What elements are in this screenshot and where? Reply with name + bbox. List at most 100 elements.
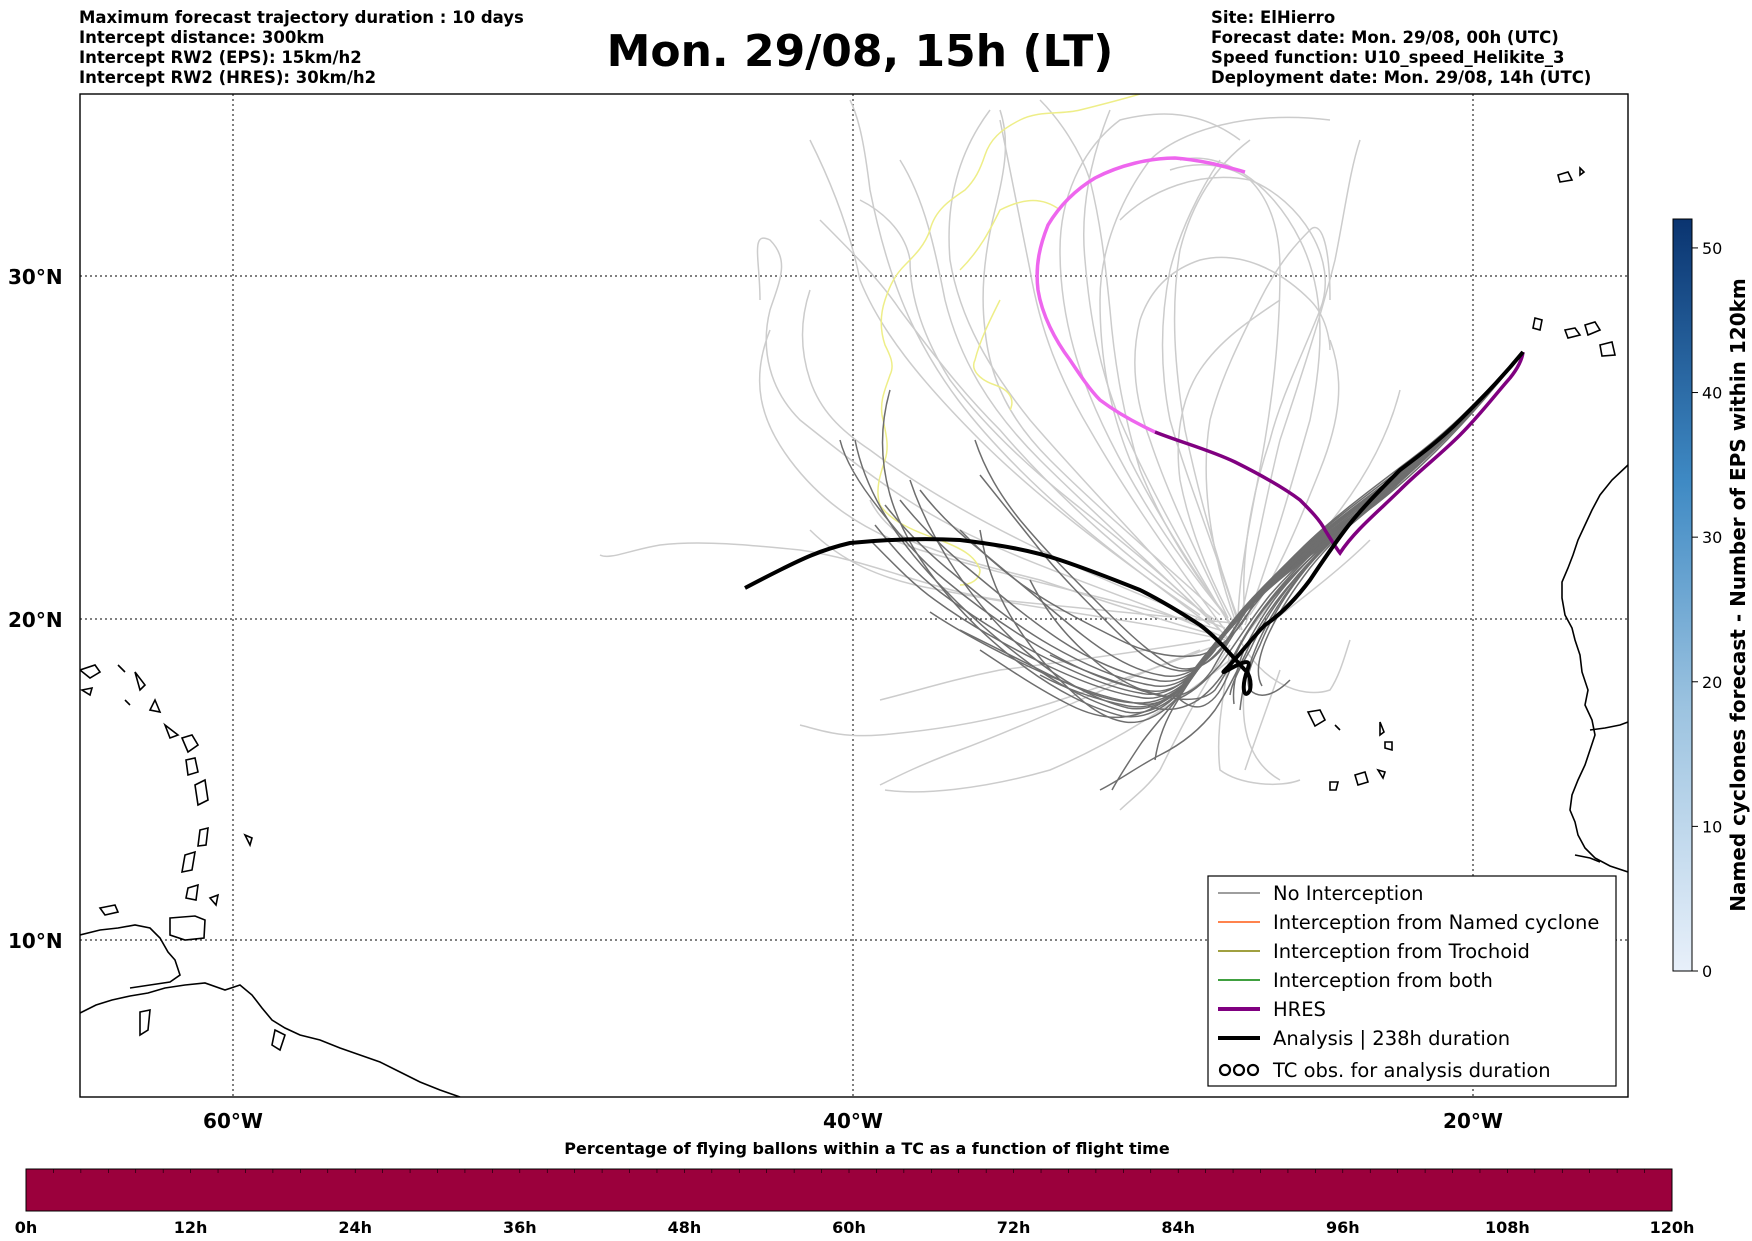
coast-africa-detail (1574, 721, 1628, 863)
coast-caribbean-north (80, 664, 180, 740)
no-interception-track (1029, 351, 1524, 697)
lon-label: 20°W (1443, 1109, 1503, 1133)
no-interception-track (874, 351, 1524, 695)
bottom-bar-fill (25, 1168, 1673, 1212)
no-interception-track (854, 351, 1524, 714)
no-interception-track (869, 351, 1524, 699)
legend-label: Analysis | 238h duration (1273, 1027, 1510, 1050)
ensemble-track-light (1205, 226, 1331, 621)
cyclone-colorbar: 0 10 20 30 40 50 Named cyclones forecast - Nu… (1672, 218, 1750, 981)
coast-west-africa (1561, 464, 1628, 873)
ensemble-track-light (1082, 109, 1231, 626)
header-left-line: Intercept RW2 (HRES): 30km/h2 (79, 68, 377, 87)
yellow-track (877, 94, 1141, 586)
bottom-bar-tick-label: 12h (174, 1218, 208, 1237)
hres-track-segment (1035, 156, 1246, 434)
bottom-bar-tick-label: 120h (1650, 1218, 1695, 1237)
tc-percentage-bar: Percentage of flying ballons within a TC… (15, 1139, 1695, 1237)
ensemble-track-light (1179, 157, 1321, 626)
ensemble-track-light (801, 289, 1226, 629)
lat-label: 10°N (8, 929, 63, 953)
bottom-bar-title: Percentage of flying ballons within a TC… (564, 1139, 1170, 1158)
ensemble-track-light (948, 109, 1221, 631)
bottom-bar-tick-label: 24h (338, 1218, 372, 1237)
bottom-bar-tick-label: 96h (1326, 1218, 1360, 1237)
lon-label: 60°W (203, 1109, 263, 1133)
coast-caribbean-chain (180, 734, 253, 907)
tc-symbol-icon (1218, 1063, 1260, 1077)
lon-label: 40°W (823, 1109, 883, 1133)
ensemble-track-light (1161, 159, 1241, 631)
yellow-ensemble-track (973, 299, 1013, 411)
ensemble-track-light (599, 542, 1244, 625)
ensemble-track-light (982, 109, 1221, 616)
coast-island (139, 1009, 151, 1037)
ensemble-track-light (879, 649, 1201, 786)
ensemble-track-light (1244, 669, 1281, 771)
ensemble-track-light (1039, 99, 1229, 619)
coast-island (271, 1028, 286, 1052)
yellow-ensemble-track (877, 94, 1141, 586)
bottom-bar-tick-label: 36h (503, 1218, 537, 1237)
coast-island (98, 904, 120, 916)
analysis-track (744, 350, 1525, 696)
map-frame (79, 93, 1629, 1098)
bottom-bar-tick-label: 60h (832, 1218, 866, 1237)
colorbar-tick-label: 10 (1702, 817, 1722, 836)
ensemble-track-light (1173, 139, 1251, 631)
colorbar-ticks: 0 10 20 30 40 50 (1692, 239, 1722, 981)
ensemble-track-light (1239, 139, 1361, 621)
ensemble-track-light (1217, 649, 1301, 786)
no-interception-track (974, 351, 1524, 670)
ensemble-track-light (809, 139, 1201, 616)
map-title: Mon. 29/08, 15h (LT) (606, 26, 1114, 77)
coast-trinidad (169, 915, 206, 941)
legend-label: HRES (1273, 998, 1326, 1021)
legend-box (1207, 875, 1617, 1087)
ensemble-track-light (1169, 164, 1281, 619)
colorbar-tick-label: 50 (1702, 239, 1722, 258)
ensemble-track-light (756, 237, 1231, 641)
ensemble-track-light (819, 219, 1216, 621)
ensemble-track-light (809, 529, 1226, 641)
bottom-bar-ticks: 0h 12h 24h 36h 48h 60h 72h 84h 96h 108h 120h (15, 1169, 1695, 1237)
bottom-bar-tick-label: 0h (15, 1218, 38, 1237)
header-info-left: Maximum forecast trajectory duration : 1… (79, 8, 524, 88)
bottom-bar-tick-label: 48h (668, 1218, 702, 1237)
no-interception-track (1239, 351, 1524, 711)
ensemble-track-light (849, 99, 1211, 626)
hres-track (1154, 351, 1525, 556)
ensemble-track-light (799, 639, 1231, 737)
ensemble-track-light (1119, 644, 1231, 811)
header-right-line: Forecast date: Mon. 29/08, 00h (UTC) (1211, 28, 1559, 47)
bottom-bar-tick-label: 72h (997, 1218, 1031, 1237)
map-area (80, 94, 1628, 1097)
colorbar-tick-label: 30 (1702, 528, 1722, 547)
ensemble-track-light (1177, 299, 1281, 626)
lat-label: 30°N (8, 265, 63, 289)
colorbar-tick-label: 20 (1702, 673, 1722, 692)
header-left-line: Maximum forecast trajectory duration : 1… (79, 8, 524, 27)
header-right-line: Deployment date: Mon. 29/08, 14h (UTC) (1211, 68, 1592, 87)
coast-venezuela (80, 924, 181, 989)
ensemble-track-light (758, 329, 1221, 631)
legend-label: Interception from both (1273, 969, 1493, 992)
header-left-line: Intercept RW2 (EPS): 15km/h2 (79, 48, 362, 67)
light-ensemble-tracks (599, 99, 1401, 811)
legend-label: Interception from Named cyclone (1273, 911, 1599, 934)
yellow-ensemble-track (959, 199, 1061, 271)
coast-madeira (1557, 166, 1586, 183)
ensemble-track-light (859, 199, 1216, 626)
legend: No Interception Interception from Named … (1207, 875, 1617, 1087)
legend-label: TC obs. for analysis duration (1272, 1059, 1551, 1082)
no-interception-track (1257, 351, 1524, 687)
colorbar-tick-label: 0 (1702, 962, 1712, 981)
header-right-line: Site: ElHierro (1211, 8, 1336, 27)
coast-cape-verde (1306, 709, 1393, 791)
lat-label: 20°N (8, 608, 63, 632)
no-interception-track (1247, 351, 1524, 696)
coast-south-america (80, 982, 461, 1097)
header-left-line: Intercept distance: 300km (79, 28, 325, 47)
colorbar-gradient (1672, 218, 1693, 972)
